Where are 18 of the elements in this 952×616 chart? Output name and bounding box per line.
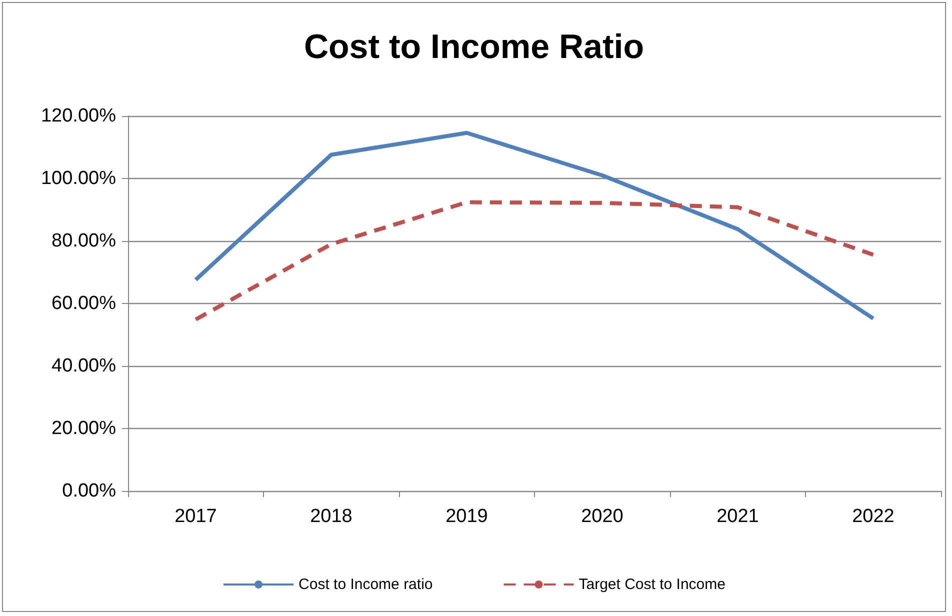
legend-label: Cost to Income ratio [298, 576, 433, 593]
y-tick-label: 0.00% [62, 480, 116, 502]
line-series [194, 130, 876, 320]
line-series [194, 200, 876, 322]
y-tick-label: 40.00% [52, 356, 116, 376]
x-tick-label: 2018 [310, 506, 352, 527]
chart-title: Cost to Income Ratio [304, 28, 644, 66]
y-tick-label: 80.00% [52, 230, 116, 252]
y-tick-label: 120.00% [40, 106, 116, 126]
x-tick-label: 2019 [446, 506, 488, 527]
x-tick-label: 2022 [852, 506, 894, 527]
x-tick-label: 2021 [716, 506, 759, 527]
y-tick-label: 60.00% [52, 293, 116, 314]
x-tick-label: 2020 [581, 506, 624, 527]
y-tick-label: 100.00% [40, 168, 116, 189]
x-tick-label: 2017 [174, 506, 217, 527]
y-tick-label: 20.00% [52, 418, 116, 439]
legend-label: Target Cost to Income [578, 576, 726, 593]
